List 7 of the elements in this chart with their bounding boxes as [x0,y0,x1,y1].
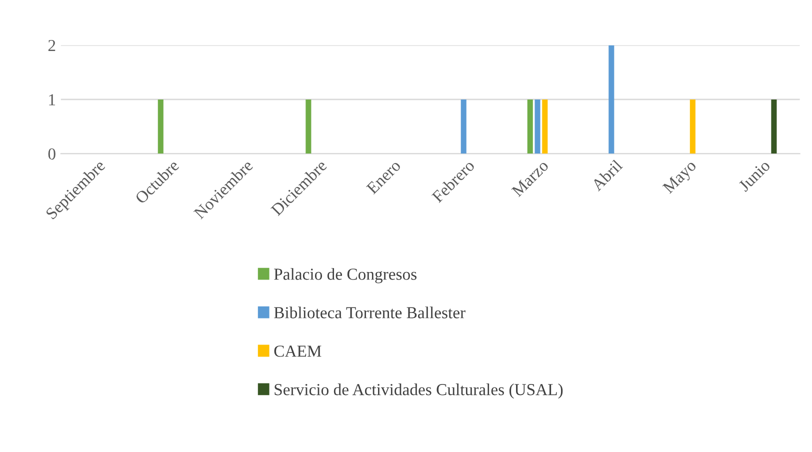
y-tick-label: 1 [49,94,56,106]
y-tick-label: 2 [48,40,56,51]
legend-label: Biblioteca Torrente Ballester [274,306,466,318]
legend-label: CAEM [274,346,322,357]
y-tick-label: 0 [48,148,56,160]
legend-label: Servicio de Actividades Culturales (USAL) [274,384,563,399]
legend-label: Palacio de Congresos [274,268,416,284]
